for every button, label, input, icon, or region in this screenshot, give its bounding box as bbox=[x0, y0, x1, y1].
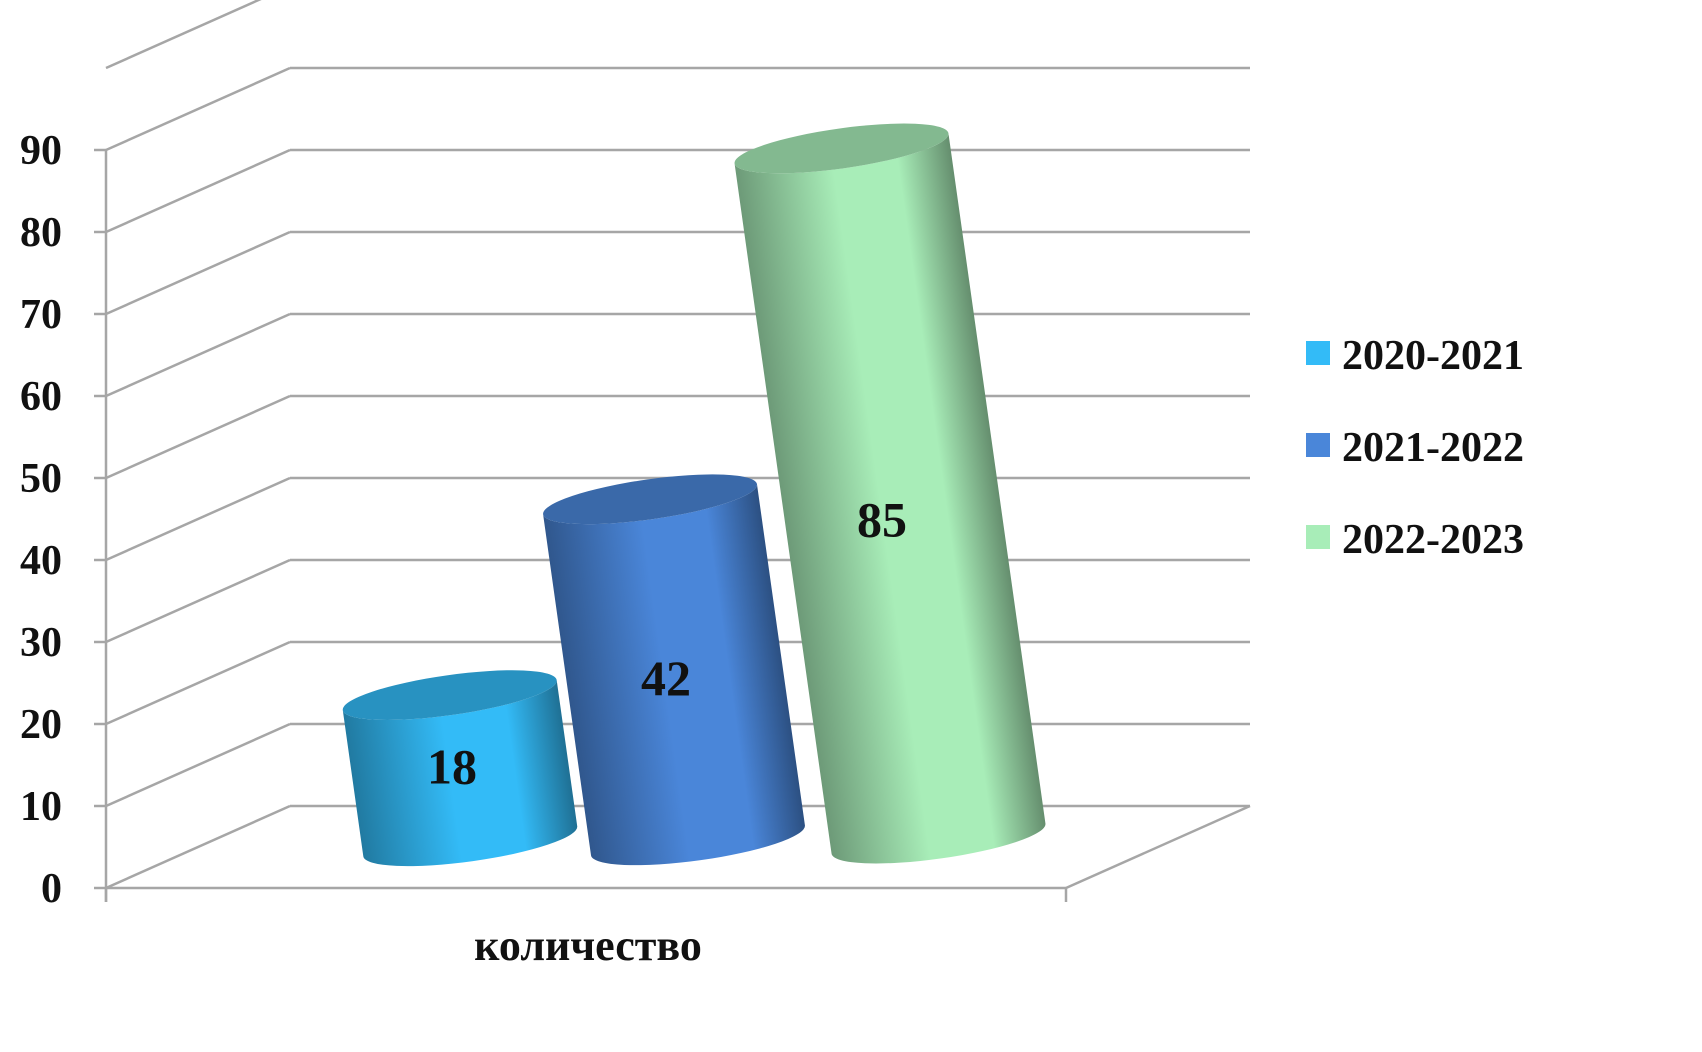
grid-diagonal bbox=[105, 148, 291, 234]
bar-top bbox=[734, 123, 949, 174]
legend-swatch bbox=[1306, 341, 1330, 365]
y-tick-label: 10 bbox=[20, 784, 62, 830]
legend-label: 2022-2023 bbox=[1342, 517, 1524, 563]
y-tick-label: 90 bbox=[20, 128, 62, 174]
grid-diagonal bbox=[105, 476, 291, 562]
grid-diagonal bbox=[105, 230, 291, 316]
floor-right-edge bbox=[1065, 804, 1251, 890]
grid-diagonal bbox=[105, 312, 291, 398]
legend-label: 2020-2021 bbox=[1342, 333, 1524, 379]
legend-swatch bbox=[1306, 433, 1330, 457]
grid-diagonal bbox=[105, 558, 291, 644]
x-category-label: количество bbox=[474, 921, 702, 970]
data-label: 42 bbox=[641, 650, 691, 706]
y-tick-label: 0 bbox=[41, 866, 62, 912]
bar-body bbox=[342, 680, 578, 867]
y-tick-label: 30 bbox=[20, 620, 62, 666]
legend: 2020-2021 2021-2022 2022-2023 bbox=[1306, 333, 1524, 563]
y-tick-label: 60 bbox=[20, 374, 62, 420]
y-tick-label: 50 bbox=[20, 456, 62, 502]
data-label: 85 bbox=[857, 491, 907, 547]
grid-diagonal bbox=[105, 804, 291, 890]
bar-body bbox=[543, 484, 805, 866]
bar-top bbox=[543, 474, 758, 525]
bar-top bbox=[342, 670, 557, 720]
bar-body bbox=[734, 133, 1046, 864]
grid-diagonal bbox=[105, 0, 262, 70]
bar-2020-2021 bbox=[342, 670, 578, 867]
legend-label: 2021-2022 bbox=[1342, 425, 1524, 471]
y-tick-label: 70 bbox=[20, 292, 62, 338]
y-tick-label: 40 bbox=[20, 538, 62, 584]
axis-layer: 0 10 20 30 40 50 60 70 80 90 bbox=[20, 128, 1251, 912]
grid-diagonal bbox=[105, 722, 291, 808]
bar-2021-2022 bbox=[543, 474, 805, 866]
grid-diagonal bbox=[105, 394, 291, 480]
label-layer: количество 18 42 85 bbox=[427, 491, 907, 970]
y-tick-label: 20 bbox=[20, 702, 62, 748]
grid-diagonal bbox=[105, 66, 291, 152]
grid-diagonal bbox=[105, 640, 291, 726]
bar-layer bbox=[342, 123, 1046, 867]
legend-swatch bbox=[1306, 525, 1330, 549]
y-tick-label: 80 bbox=[20, 210, 62, 256]
data-label: 18 bbox=[427, 739, 477, 795]
bar-2022-2023 bbox=[734, 123, 1046, 864]
